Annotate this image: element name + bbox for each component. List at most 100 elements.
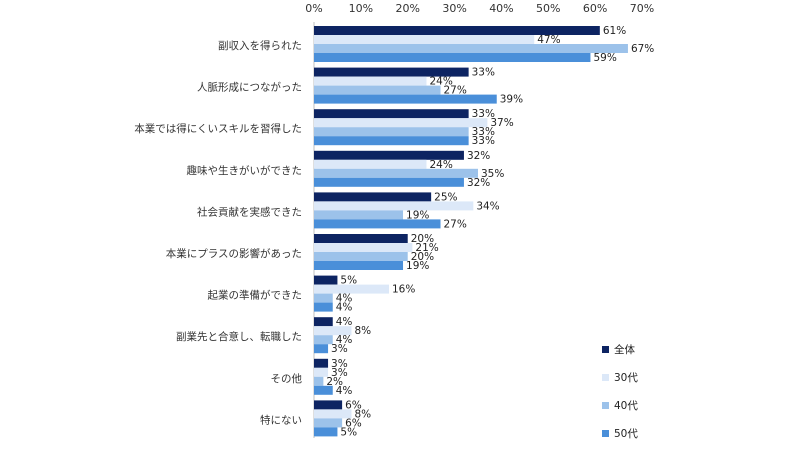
- x-tick-label: 20%: [395, 2, 419, 15]
- x-tick-label: 50%: [536, 2, 560, 15]
- data-label: 6%: [345, 417, 362, 429]
- data-label: 21%: [415, 242, 438, 254]
- bar: [314, 344, 329, 354]
- data-label: 19%: [406, 260, 429, 272]
- data-label: 33%: [472, 126, 495, 138]
- data-label: 4%: [336, 316, 353, 328]
- bar: [314, 201, 474, 211]
- data-label: 24%: [429, 76, 452, 88]
- category-group: 副収入を得られた 61% 47% 67% 59%: [218, 25, 654, 64]
- bar: [314, 284, 389, 294]
- data-label: 3%: [331, 358, 348, 370]
- data-label: 35%: [481, 168, 504, 180]
- data-label: 27%: [444, 218, 467, 230]
- category-label: 特にない: [260, 414, 302, 426]
- legend-swatch: [602, 402, 609, 409]
- x-tick-label: 40%: [489, 2, 513, 15]
- legend-label: 40代: [614, 400, 638, 412]
- bar: [314, 400, 343, 410]
- data-label: 39%: [500, 94, 523, 106]
- data-label: 4%: [336, 302, 353, 314]
- legend-label: 全体: [614, 343, 635, 356]
- data-label: 32%: [467, 150, 490, 162]
- data-label: 33%: [472, 67, 495, 79]
- bar: [314, 53, 591, 62]
- data-label: 61%: [603, 25, 626, 37]
- bar: [314, 302, 333, 312]
- x-tick-label: 0%: [305, 2, 322, 15]
- data-label: 37%: [490, 117, 513, 129]
- data-label: 19%: [406, 209, 429, 221]
- data-label: 2%: [326, 376, 343, 388]
- bar: [314, 109, 469, 119]
- bar: [314, 76, 427, 86]
- data-label: 20%: [411, 251, 434, 263]
- category-label: その他: [271, 372, 303, 385]
- category-group: 起業の準備ができた 5% 16% 4%4%: [208, 275, 416, 314]
- data-label: 8%: [354, 408, 371, 420]
- bar: [314, 367, 329, 377]
- category-label: 副収入を得られた: [218, 40, 302, 52]
- bar: [314, 234, 408, 243]
- bar: [314, 243, 413, 252]
- bar: [314, 317, 333, 327]
- category-group: 人脈形成につながった 33% 24%27% 39%: [197, 67, 523, 106]
- data-label: 27%: [444, 85, 467, 97]
- bar: [314, 118, 488, 128]
- bar: [314, 159, 427, 169]
- data-label: 67%: [631, 43, 654, 55]
- legend-swatch: [602, 430, 609, 437]
- data-label: 5%: [340, 426, 357, 438]
- bar: [314, 67, 469, 77]
- data-label: 8%: [354, 325, 371, 337]
- bar: [314, 409, 352, 419]
- bar: [314, 293, 333, 303]
- data-label: 33%: [472, 135, 495, 147]
- bar: [314, 26, 600, 35]
- category-label: 起業の準備ができた: [208, 289, 303, 302]
- category-label: 副業先と合意し、転職した: [176, 330, 302, 343]
- data-label: 47%: [537, 34, 560, 46]
- data-label: 4%: [336, 293, 353, 305]
- data-label: 24%: [429, 159, 452, 171]
- bar: [314, 35, 535, 44]
- legend-swatch: [602, 374, 609, 381]
- bar: [314, 261, 404, 270]
- legend-swatch: [602, 346, 609, 353]
- bar: [314, 275, 338, 285]
- category-label: 社会貢献を実感できた: [197, 205, 302, 218]
- data-label: 5%: [340, 275, 357, 287]
- bar: [314, 427, 338, 437]
- data-label: 3%: [331, 343, 348, 355]
- bar: [314, 335, 333, 345]
- bar: [314, 168, 478, 178]
- data-label: 16%: [392, 284, 415, 296]
- category-group: 社会貢献を実感できた 25% 34% 19% 27%: [197, 191, 500, 230]
- bar: [314, 94, 497, 104]
- x-tick-label: 10%: [349, 2, 373, 15]
- bar: [314, 127, 469, 137]
- bar: [314, 219, 441, 229]
- bar: [314, 44, 628, 53]
- data-label: 33%: [472, 108, 495, 120]
- bar: [314, 358, 329, 368]
- legend-label: 50代: [614, 428, 638, 440]
- data-label: 3%: [331, 367, 348, 379]
- category-label: 本業では得にくいスキルを習得した: [134, 122, 302, 135]
- data-label: 34%: [476, 200, 499, 212]
- category-label: 人脈形成につながった: [197, 81, 302, 94]
- bar: [314, 150, 464, 160]
- bar: [314, 326, 352, 336]
- data-label: 20%: [411, 233, 434, 245]
- data-label: 32%: [467, 177, 490, 189]
- legend: 全体 30代 40代 50代: [602, 343, 638, 440]
- category-label: 本業にプラスの影響があった: [166, 247, 302, 260]
- data-label: 59%: [593, 52, 616, 64]
- bar: [314, 418, 343, 428]
- data-label: 4%: [336, 385, 353, 397]
